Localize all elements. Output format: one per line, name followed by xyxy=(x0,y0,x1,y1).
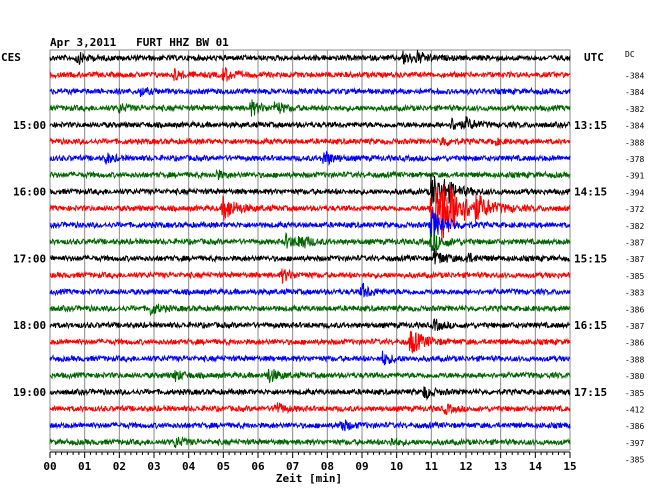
dc-offset-label: -412 xyxy=(625,406,644,415)
dc-offset-label: -385 xyxy=(625,389,644,398)
dc-offset-label: -383 xyxy=(625,289,644,298)
label-group: -384 -384 -382 -384 -388 -378 -391 -394 -372 -382… xyxy=(13,72,644,465)
seismic-trace xyxy=(49,317,571,331)
dc-offset-label: -386 xyxy=(625,339,644,348)
hour-label-local: 19:00 xyxy=(13,386,46,399)
x-tick-label: 05 xyxy=(217,460,230,473)
hour-label-utc: 13:15 xyxy=(574,119,607,132)
dc-offset-label: -378 xyxy=(625,155,644,164)
x-tick-label: 02 xyxy=(113,460,126,473)
seismic-trace xyxy=(49,282,571,298)
dc-offset-label: -384 xyxy=(625,122,644,131)
hour-label-local: 18:00 xyxy=(13,319,46,332)
seismic-trace xyxy=(49,168,571,180)
hour-label-local: 15:00 xyxy=(13,119,46,132)
seismic-trace xyxy=(49,331,571,354)
seismic-trace xyxy=(49,419,571,432)
chart-title: Apr 3,2011 FURT HHZ BW 01 xyxy=(50,36,229,49)
seismic-trace xyxy=(49,386,571,401)
seismic-trace xyxy=(49,268,571,284)
seismic-trace xyxy=(49,115,571,131)
seismic-trace xyxy=(49,67,571,82)
dc-offset-label: -388 xyxy=(625,355,644,364)
seismic-trace xyxy=(49,86,571,98)
x-axis-label: Zeit [min] xyxy=(276,472,342,485)
dc-offset-label: -386 xyxy=(625,422,644,431)
seismic-trace xyxy=(50,248,571,265)
seismic-trace xyxy=(49,150,571,166)
dc-offset-label: -391 xyxy=(625,172,644,181)
x-tick-label: 12 xyxy=(459,460,472,473)
hour-label-utc: 14:15 xyxy=(574,186,607,199)
dc-offset-label: -394 xyxy=(625,188,644,197)
hour-label-utc: 17:15 xyxy=(574,386,607,399)
seismic-trace xyxy=(49,183,571,242)
dc-offset-label: -384 xyxy=(625,88,644,97)
dc-offset-label: -384 xyxy=(625,72,644,81)
x-tick-label: 09 xyxy=(355,460,368,473)
hour-label-utc: 16:15 xyxy=(574,319,607,332)
dc-offset-label: -382 xyxy=(625,105,644,114)
dc-offset-label: -372 xyxy=(625,205,644,214)
dc-offset-label: -387 xyxy=(625,255,644,264)
x-tick-label: 08 xyxy=(321,460,334,473)
dc-offset-label: -385 xyxy=(625,272,644,281)
seismic-trace xyxy=(49,350,571,366)
seismic-trace xyxy=(49,436,571,449)
x-tick-label: 10 xyxy=(390,460,403,473)
x-tick-label: 03 xyxy=(147,460,160,473)
x-tick-label: 15 xyxy=(563,460,576,473)
dc-offset-label: -388 xyxy=(625,138,644,147)
hour-label-local: 17:00 xyxy=(13,252,46,265)
x-tick-label: 13 xyxy=(494,460,507,473)
x-tick-label: 14 xyxy=(529,460,543,473)
seismic-trace xyxy=(49,209,571,239)
dc-offset-label: -380 xyxy=(625,372,644,381)
seismic-trace xyxy=(49,402,571,415)
x-tick-label: 07 xyxy=(286,460,299,473)
dc-offset-label: -387 xyxy=(625,239,644,248)
seismic-trace xyxy=(49,368,571,383)
seismic-trace xyxy=(49,50,571,65)
x-tick-label: 11 xyxy=(425,460,439,473)
seismic-trace xyxy=(49,99,571,117)
x-tick-label: 04 xyxy=(182,460,196,473)
dc-offset-label: -387 xyxy=(625,322,644,331)
x-tick-label: 00 xyxy=(43,460,56,473)
plot-frame xyxy=(49,49,571,451)
x-tick-label: 01 xyxy=(78,460,92,473)
hour-label-utc: 15:15 xyxy=(574,252,607,265)
dc-offset-label: -385 xyxy=(625,456,644,465)
seismic-trace xyxy=(49,136,571,147)
dc-header-label: DC xyxy=(625,50,635,59)
right-timezone-label: UTC xyxy=(584,51,604,64)
dc-offset-label: -397 xyxy=(625,439,644,448)
x-tick-label: 06 xyxy=(251,460,265,473)
seismic-trace xyxy=(49,173,571,207)
left-timezone-label: CES xyxy=(1,51,21,64)
x-axis: 00 01 02 03 04 05 06 07 08 09 10 11 12 13 14 15 xyxy=(43,451,577,473)
trace-group xyxy=(49,50,571,449)
seismic-trace xyxy=(49,231,571,252)
dc-offset-label: -386 xyxy=(625,305,644,314)
hour-label-local: 16:00 xyxy=(13,186,46,199)
seismic-trace xyxy=(49,303,571,316)
dc-offset-label: -382 xyxy=(625,222,644,231)
